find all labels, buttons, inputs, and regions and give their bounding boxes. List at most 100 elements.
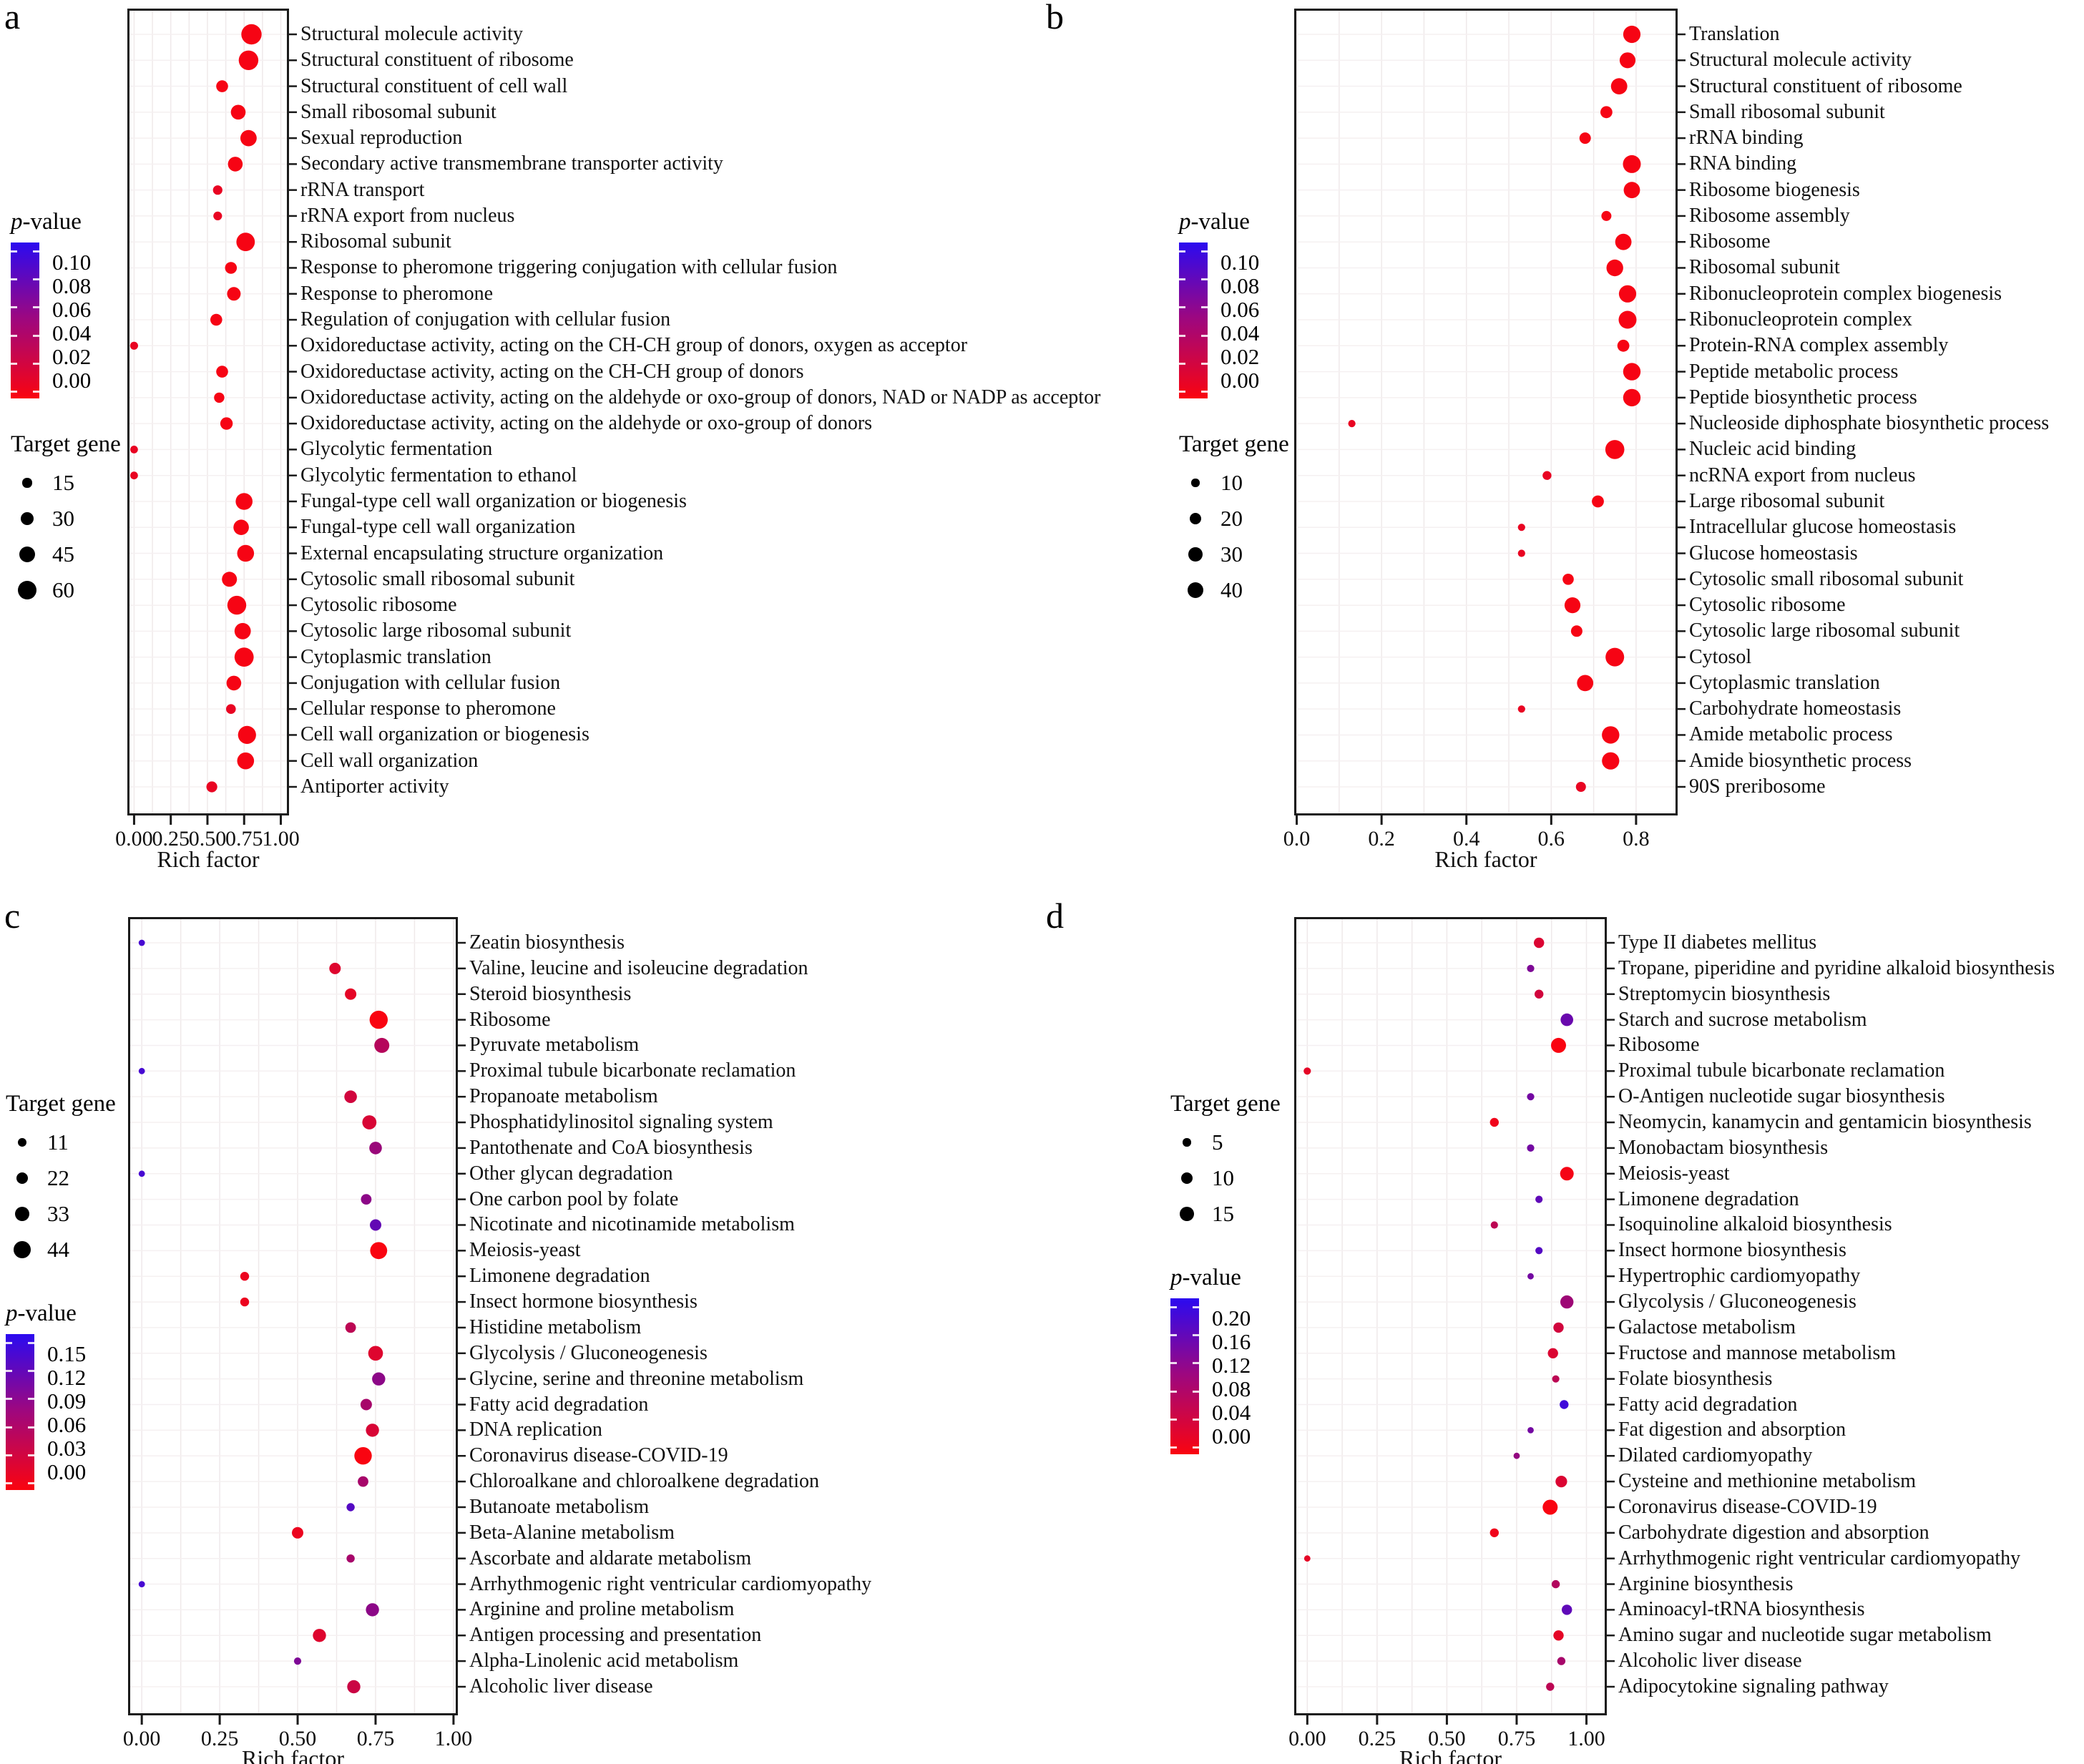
data-point (240, 1272, 250, 1281)
gene-size-dot (16, 1172, 29, 1185)
category-label: Glycolysis / Gluconeogenesis (469, 1341, 708, 1364)
pvalue-tick-label: 0.06 (1220, 297, 1260, 322)
x-tick-label: 0.8 (1623, 827, 1650, 851)
pvalue-tick-label: 0.09 (47, 1388, 87, 1413)
category-label: Zeatin biosynthesis (469, 931, 625, 954)
x-tick-label: 0.50 (278, 1727, 317, 1750)
gene-legend-title: Target gene (1179, 431, 1289, 457)
data-point (1560, 1400, 1569, 1409)
panel-d: d Target gene 5 10 15 p-value 0.20 0.16 0.12 0.0… (1042, 882, 2083, 1764)
data-point (362, 1115, 377, 1130)
x-tick-label: 0.25 (152, 827, 190, 851)
category-label: Oxidoreductase activity, acting on the a… (300, 386, 1101, 408)
category-label: Small ribosomal subunit (300, 100, 496, 123)
data-point (227, 595, 247, 615)
data-point (313, 1629, 326, 1642)
category-label: Coronavirus disease-COVID-19 (469, 1444, 728, 1467)
category-label: Cytosolic ribosome (300, 594, 457, 617)
data-point (1618, 285, 1637, 303)
data-point (138, 1170, 145, 1177)
data-point (1623, 182, 1640, 199)
gradient-tick (33, 334, 39, 337)
category-label: Cell wall organization (300, 749, 479, 772)
gradient-tick (1193, 1334, 1199, 1337)
legend-b: p-value 0.10 0.08 0.06 0.04 0.02 0.00 Target ge… (1179, 209, 1394, 641)
category-label: ncRNA export from nucleus (1689, 464, 1916, 486)
category-label: Oxidoreductase activity, acting on the C… (300, 360, 804, 383)
gene-size-dot (14, 1206, 30, 1222)
data-point (1527, 1093, 1535, 1101)
pvalue-legend-title: p-value (1179, 209, 1250, 235)
gradient-tick (6, 1370, 12, 1373)
category-label: Peptide metabolic process (1689, 360, 1899, 383)
x-tick-label: 1.00 (1567, 1727, 1605, 1750)
pvalue-legend-title: p-value (1170, 1265, 1241, 1290)
x-tick-label: 0.00 (122, 1727, 161, 1750)
gradient-tick (11, 334, 17, 337)
gene-legend: Target gene 15 30 45 60 (11, 431, 225, 608)
data-point (1560, 1295, 1574, 1309)
pvalue-tick-label: 0.06 (52, 297, 92, 322)
data-point (138, 939, 145, 946)
category-label: Translation (1689, 23, 1780, 45)
category-label: Intracellular glucose homeostasis (1689, 516, 1957, 539)
x-tick-label: 0.75 (1497, 1727, 1536, 1750)
category-label: Response to pheromone triggering conjuga… (300, 256, 838, 279)
data-point (1542, 1499, 1558, 1515)
gene-legend-row: 11 (6, 1124, 220, 1160)
data-point (1535, 1195, 1543, 1203)
x-tick-label: 0.00 (1288, 1727, 1326, 1750)
category-label: Secondary active transmembrane transport… (300, 152, 723, 175)
gradient-tick (1170, 1362, 1177, 1365)
gene-size-label: 30 (52, 506, 74, 531)
data-point (366, 1603, 379, 1617)
data-point (233, 519, 249, 535)
gene-size-label: 20 (1220, 506, 1243, 531)
category-label: Isoquinoline alkaloid biosynthesis (1618, 1213, 1892, 1236)
gene-size-dot (17, 580, 37, 600)
category-label: Type II diabetes mellitus (1618, 931, 1817, 954)
gradient-tick (1201, 362, 1208, 365)
pvalue-gradient (1170, 1298, 1199, 1454)
plot-d (1294, 917, 1615, 1725)
pvalue-tick-label: 0.06 (47, 1412, 87, 1437)
gradient-tick (28, 1342, 34, 1344)
category-label: Valine, leucine and isoleucine degradati… (469, 956, 808, 979)
data-point (1517, 524, 1525, 531)
legend-c: Target gene 11 22 33 44 p-value 0.15 0.12 0.09 0.… (6, 1091, 220, 1523)
gradient-tick (11, 306, 17, 309)
x-axis-title-b: Rich factor (1434, 846, 1537, 872)
category-label: Amino sugar and nucleotide sugar metabol… (1618, 1624, 1992, 1647)
gene-legend-title: Target gene (11, 431, 121, 457)
data-point (235, 493, 253, 510)
category-label: Fatty acid degradation (1618, 1393, 1798, 1416)
category-label: Carbohydrate digestion and absorption (1618, 1521, 1929, 1544)
gradient-tick (1193, 1390, 1199, 1393)
x-tick-label: 0.0 (1283, 827, 1311, 851)
gene-legend-row: 40 (1179, 572, 1394, 608)
data-point (1579, 132, 1591, 144)
category-label: One carbon pool by folate (469, 1187, 679, 1210)
category-label: Adipocytokine signaling pathway (1618, 1675, 1889, 1697)
gene-legend-row: 20 (1179, 501, 1394, 536)
category-label: Structural constituent of ribosome (1689, 74, 1962, 97)
data-point (360, 1398, 372, 1411)
category-label: Large ribosomal subunit (1689, 489, 1885, 512)
plot-border (127, 9, 289, 815)
data-point (1602, 752, 1620, 770)
data-point (220, 417, 233, 430)
category-label: Antigen processing and presentation (469, 1624, 762, 1647)
x-axis-title-c: Rich factor (241, 1745, 345, 1764)
gradient-tick (1201, 306, 1208, 309)
category-label: Carbohydrate homeostasis (1689, 697, 1902, 720)
gradient-tick (6, 1398, 12, 1401)
data-point (361, 1194, 372, 1205)
data-point (368, 1346, 383, 1361)
data-point (1605, 647, 1625, 667)
gene-size-dot (1191, 479, 1200, 487)
category-label: Arrhythmogenic right ventricular cardiom… (1618, 1547, 2021, 1569)
gradient-tick (33, 306, 39, 309)
gradient-tick (11, 362, 17, 365)
x-tick-label: 0.00 (115, 827, 153, 851)
data-point (212, 185, 222, 195)
